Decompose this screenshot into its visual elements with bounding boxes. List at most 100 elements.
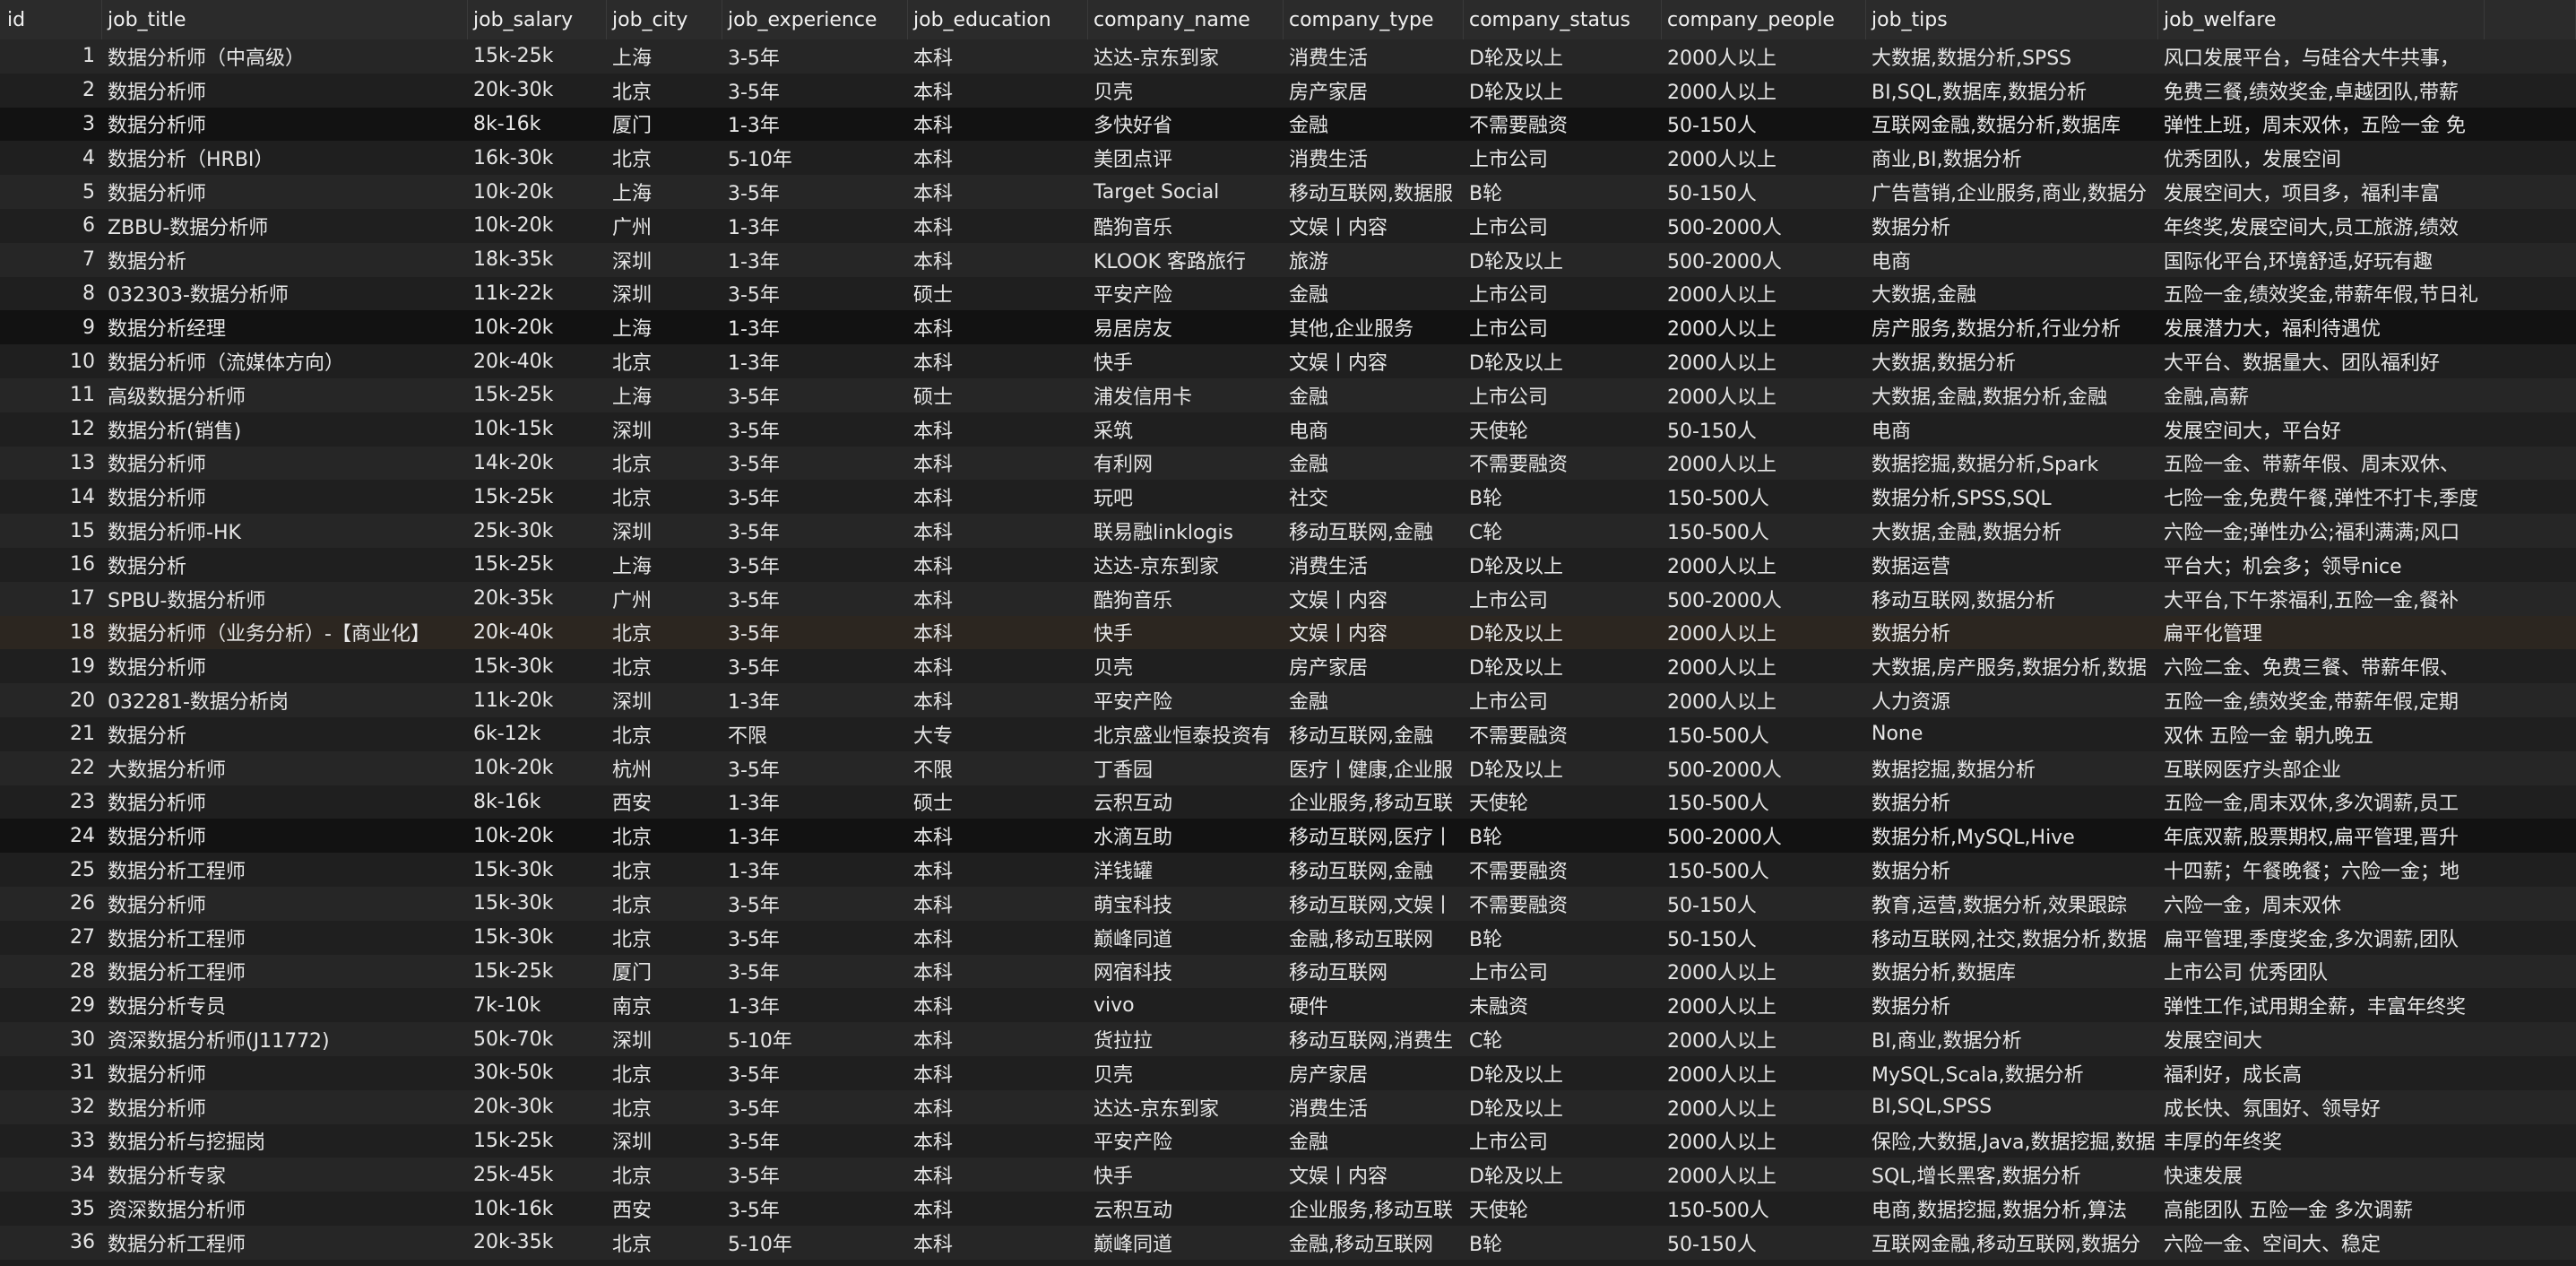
cell-job-education[interactable]: 本科 — [913, 827, 954, 850]
cell-company-name[interactable]: 网宿科技 — [1094, 962, 1173, 985]
cell-id[interactable]: 1 — [82, 45, 95, 68]
cell-company-people[interactable]: 2000人以上 — [1667, 1030, 1776, 1054]
cell-company-status[interactable]: 上市公司 — [1469, 962, 1549, 985]
cell-company-type[interactable]: 电商 — [1289, 420, 1329, 443]
cell-job-tips[interactable]: 大数据,金融,数据分析,金融 — [1871, 386, 2107, 409]
cell-job-experience[interactable]: 3-5年 — [728, 962, 780, 985]
cell-id[interactable]: 5 — [82, 180, 95, 204]
cell-company-name[interactable]: vivo — [1094, 993, 1135, 1017]
cell-company-people[interactable]: 2000人以上 — [1667, 1097, 1776, 1121]
cell-company-name[interactable]: 贝壳 — [1094, 1063, 1134, 1087]
cell-id[interactable]: 28 — [70, 959, 95, 983]
cell-company-name[interactable]: 贝壳 — [1094, 81, 1134, 104]
table-row[interactable]: 33 数据分析与挖掘岗 15k-25k 深圳 3-5年 本科 平安产险 金融 上市公司 2000人… — [0, 1123, 2576, 1158]
cell-company-status[interactable]: D轮及以上 — [1469, 47, 1563, 70]
cell-job-tips[interactable]: 大数据,金融 — [1871, 284, 1976, 308]
cell-company-people[interactable]: 2000人以上 — [1667, 1166, 1776, 1189]
table-row[interactable]: 24 数据分析师 10k-20k 北京 1-3年 本科 水滴互助 移动互联网,医疗丨 B轮 500… — [0, 819, 2576, 854]
cell-job-title[interactable]: 032303-数据分析师 — [108, 284, 289, 308]
cell-company-status[interactable]: B轮 — [1469, 928, 1503, 951]
table-row[interactable]: 20 032281-数据分析岗 11k-20k 深圳 1-3年 本科 平安产险 金融 上市公司 2… — [0, 683, 2576, 717]
cell-company-name[interactable]: 联易融linklogis — [1094, 522, 1234, 545]
cell-job-education[interactable]: 硕士 — [913, 793, 954, 816]
cell-job-welfare[interactable]: 发展空间大，项目多，福利丰富 — [2164, 183, 2441, 206]
cell-job-city[interactable]: 上海 — [612, 318, 653, 342]
cell-company-name[interactable]: 达达-京东到家 — [1094, 1097, 1219, 1121]
cell-company-name[interactable]: 贝壳 — [1094, 657, 1134, 681]
cell-company-type[interactable]: 房产家居 — [1289, 657, 1369, 681]
cell-id[interactable]: 23 — [70, 790, 95, 813]
cell-company-name[interactable]: 快手 — [1094, 1166, 1134, 1189]
cell-job-salary[interactable]: 15k-30k — [473, 926, 554, 950]
cell-job-salary[interactable]: 8k-16k — [473, 112, 541, 135]
cell-job-salary[interactable]: 15k-25k — [473, 485, 554, 508]
cell-job-tips[interactable]: 保险,大数据,Java,数据挖掘,数据 — [1871, 1132, 2156, 1155]
cell-company-name[interactable]: 云积互动 — [1094, 1200, 1173, 1223]
cell-job-title[interactable]: 数据分析师 — [108, 657, 207, 681]
cell-company-status[interactable]: 上市公司 — [1469, 691, 1549, 715]
cell-job-city[interactable]: 北京 — [612, 149, 653, 172]
table-row[interactable]: 34 数据分析专家 25k-45k 北京 3-5年 本科 快手 文娱丨内容 D轮及以上 2000人… — [0, 1158, 2576, 1192]
cell-company-status[interactable]: 上市公司 — [1469, 589, 1549, 612]
cell-job-title[interactable]: 数据分析师（中高级） — [108, 47, 306, 70]
cell-job-city[interactable]: 北京 — [612, 861, 653, 884]
cell-company-people[interactable]: 500-2000人 — [1667, 250, 1782, 273]
table-row[interactable]: 16 数据分析 15k-25k 上海 3-5年 本科 达达-京东到家 消费生活 D轮及以上 200… — [0, 548, 2576, 582]
cell-job-city[interactable]: 北京 — [612, 488, 653, 511]
cell-job-tips[interactable]: 数据分析 — [1871, 996, 1951, 1019]
table-row[interactable]: 14 数据分析师 15k-25k 北京 3-5年 本科 玩吧 社交 B轮 150-500人 数据分析… — [0, 480, 2576, 515]
cell-job-education[interactable]: 本科 — [913, 47, 954, 70]
cell-company-status[interactable]: 上市公司 — [1469, 284, 1549, 308]
cell-job-title[interactable]: 数据分析与挖掘岗 — [108, 1132, 266, 1155]
cell-job-city[interactable]: 广州 — [612, 216, 653, 239]
cell-company-people[interactable]: 500-2000人 — [1667, 827, 1782, 850]
cell-job-salary[interactable]: 7k-10k — [473, 993, 541, 1017]
cell-job-welfare[interactable]: 发展潜力大，福利待遇优 — [2164, 318, 2382, 342]
cell-job-city[interactable]: 北京 — [612, 894, 653, 917]
cell-job-education[interactable]: 大专 — [913, 724, 954, 748]
cell-job-education[interactable]: 本科 — [913, 1233, 954, 1256]
cell-job-education[interactable]: 硕士 — [913, 386, 954, 409]
column-header-company-people[interactable]: company_people — [1662, 0, 1866, 39]
cell-company-people[interactable]: 150-500人 — [1667, 488, 1769, 511]
cell-job-tips[interactable]: 大数据,数据分析,SPSS — [1871, 47, 2072, 70]
cell-company-name[interactable]: 云积互动 — [1094, 793, 1173, 816]
cell-job-city[interactable]: 上海 — [612, 47, 653, 70]
cell-job-city[interactable]: 厦门 — [612, 115, 653, 138]
cell-job-welfare[interactable]: 互联网医疗头部企业 — [2164, 759, 2342, 782]
cell-job-welfare[interactable]: 平台大；机会多；领导nice — [2164, 555, 2402, 578]
cell-company-status[interactable]: B轮 — [1469, 827, 1503, 850]
table-row[interactable]: 2 数据分析师 20k-30k 北京 3-5年 本科 贝壳 房产家居 D轮及以上 2000人以上 B… — [0, 73, 2576, 108]
cell-job-experience[interactable]: 5-10年 — [728, 1233, 792, 1256]
cell-job-salary[interactable]: 11k-20k — [473, 689, 554, 712]
column-header-id[interactable]: id — [0, 0, 102, 39]
cell-job-salary[interactable]: 15k-25k — [473, 1129, 554, 1152]
cell-job-welfare[interactable]: 年底双薪,股票期权,扁平管理,晋升 — [2164, 827, 2459, 850]
cell-company-people[interactable]: 2000人以上 — [1667, 284, 1776, 308]
cell-id[interactable]: 3 — [82, 112, 95, 135]
cell-job-title[interactable]: 数据分析工程师 — [108, 962, 246, 985]
cell-job-title[interactable]: ZBBU-数据分析师 — [108, 216, 269, 239]
cell-company-type[interactable]: 移动互联网,文娱丨 — [1289, 894, 1453, 917]
cell-job-title[interactable]: 数据分析师（业务分析）-【商业化】 — [108, 623, 430, 646]
cell-job-welfare[interactable]: 高能团队 五险一金 多次调薪 — [2164, 1200, 2413, 1223]
table-row[interactable]: 9 数据分析经理 10k-20k 上海 1-3年 本科 易居房友 其他,企业服务 上市公司 200… — [0, 310, 2576, 345]
cell-company-name[interactable]: 玩吧 — [1094, 488, 1134, 511]
cell-job-welfare[interactable]: 优秀团队，发展空间 — [2164, 149, 2342, 172]
cell-job-city[interactable]: 北京 — [612, 724, 653, 748]
cell-job-tips[interactable]: 数据分析,SPSS,SQL — [1871, 488, 2052, 511]
cell-job-tips[interactable]: 数据挖掘,数据分析 — [1871, 759, 2036, 782]
cell-id[interactable]: 18 — [70, 620, 95, 644]
cell-company-people[interactable]: 2000人以上 — [1667, 691, 1776, 715]
cell-job-experience[interactable]: 1-3年 — [728, 250, 780, 273]
cell-job-salary[interactable]: 25k-30k — [473, 519, 554, 542]
cell-job-salary[interactable]: 10k-20k — [473, 757, 554, 780]
cell-job-experience[interactable]: 3-5年 — [728, 623, 780, 646]
cell-job-salary[interactable]: 10k-15k — [473, 418, 554, 441]
cell-job-title[interactable]: 数据分析专员 — [108, 996, 227, 1019]
cell-job-salary[interactable]: 6k-12k — [473, 723, 541, 746]
cell-company-people[interactable]: 2000人以上 — [1667, 962, 1776, 985]
table-row[interactable]: 23 数据分析师 8k-16k 西安 1-3年 硕士 云积互动 企业服务,移动互联 天使轮 150… — [0, 785, 2576, 819]
cell-job-experience[interactable]: 5-10年 — [728, 149, 792, 172]
table-row[interactable]: 7 数据分析 18k-35k 深圳 1-3年 本科 KLOOK 客路旅行 旅游 D轮及以上 500… — [0, 242, 2576, 277]
